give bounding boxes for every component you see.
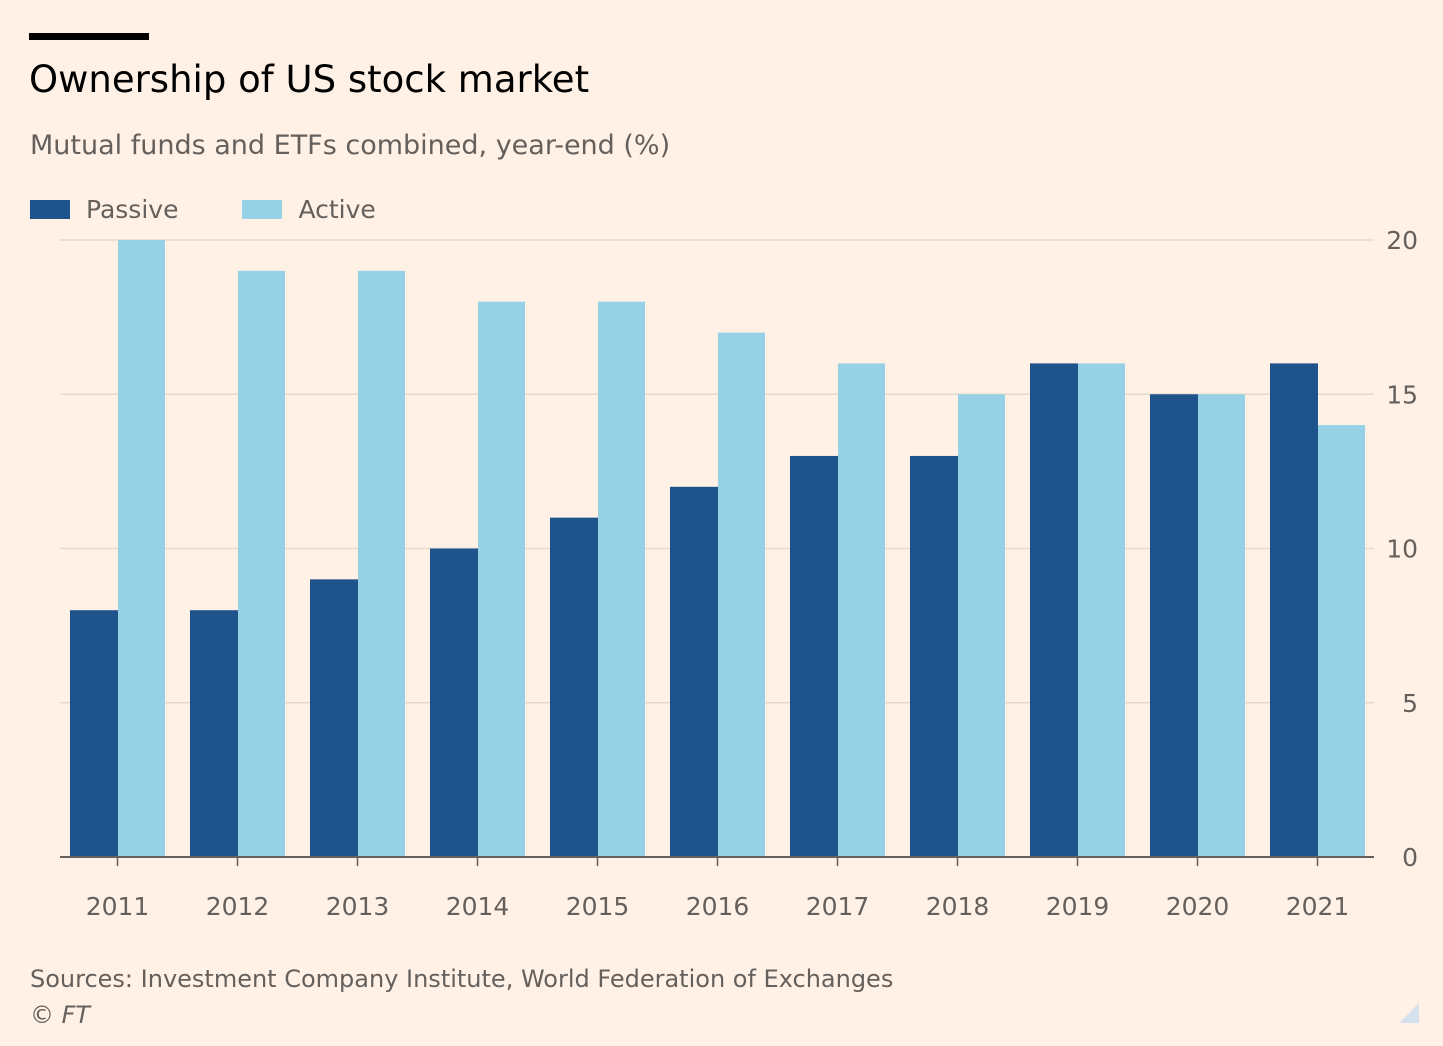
bar-active-2013: [358, 270, 405, 858]
bar-passive-2019: [1030, 363, 1078, 857]
x-tick-label-2013: 2013: [326, 892, 390, 921]
x-tick-label-2011: 2011: [86, 892, 150, 921]
bar-active-2014: [478, 301, 525, 857]
bar-active-2017: [838, 363, 885, 857]
x-tick-label-2021: 2021: [1286, 892, 1350, 921]
y-tick-label-20: 20: [1386, 226, 1418, 255]
legend-label-active: Active: [298, 194, 376, 224]
y-tick-label-0: 0: [1402, 843, 1418, 872]
bar-passive-2017: [790, 455, 838, 857]
x-tick-label-2014: 2014: [446, 892, 510, 921]
bar-active-2021: [1318, 425, 1365, 857]
legend-label-passive: Passive: [86, 194, 179, 224]
chart-title: Ownership of US stock market: [29, 58, 590, 101]
bar-passive-2018: [910, 455, 958, 857]
bar-active-2015: [598, 301, 645, 857]
bar-active-2018: [958, 394, 1005, 857]
legend-item-active: Active: [242, 194, 376, 224]
x-tick-label-2016: 2016: [686, 892, 750, 921]
bar-passive-2014: [430, 548, 478, 857]
x-tick-label-2017: 2017: [806, 892, 870, 921]
bar-passive-2021: [1270, 363, 1318, 857]
x-tick-label-2020: 2020: [1166, 892, 1230, 921]
title-rule: [29, 33, 149, 40]
y-tick-label-15: 15: [1386, 380, 1418, 409]
bar-active-2016: [718, 332, 765, 857]
x-tick-label-2015: 2015: [566, 892, 630, 921]
legend-swatch-active: [242, 199, 283, 219]
bar-active-2019: [1078, 363, 1125, 857]
x-tick-label-2012: 2012: [206, 892, 270, 921]
chart-subtitle: Mutual funds and ETFs combined, year-end…: [30, 130, 671, 161]
bar-passive-2011: [70, 610, 118, 857]
bar-passive-2016: [670, 486, 718, 857]
bar-active-2011: [118, 240, 165, 857]
x-tick-label-2018: 2018: [926, 892, 990, 921]
y-tick-label-5: 5: [1402, 689, 1418, 718]
y-tick-label-10: 10: [1386, 535, 1418, 564]
bar-active-2012: [238, 270, 285, 858]
bar-active-2020: [1198, 394, 1245, 857]
copyright-note: © FT: [30, 1001, 91, 1029]
bar-passive-2020: [1150, 394, 1198, 857]
source-note: Sources: Investment Company Institute, W…: [30, 965, 894, 993]
bar-passive-2013: [310, 579, 358, 857]
bar-passive-2012: [190, 610, 238, 857]
legend: Passive Active: [30, 192, 440, 226]
resize-handle-icon[interactable]: [1399, 1003, 1419, 1023]
legend-swatch-passive: [30, 199, 70, 219]
legend-item-passive: Passive: [30, 195, 178, 224]
x-tick-label-2019: 2019: [1046, 892, 1110, 921]
bar-passive-2015: [550, 517, 598, 857]
